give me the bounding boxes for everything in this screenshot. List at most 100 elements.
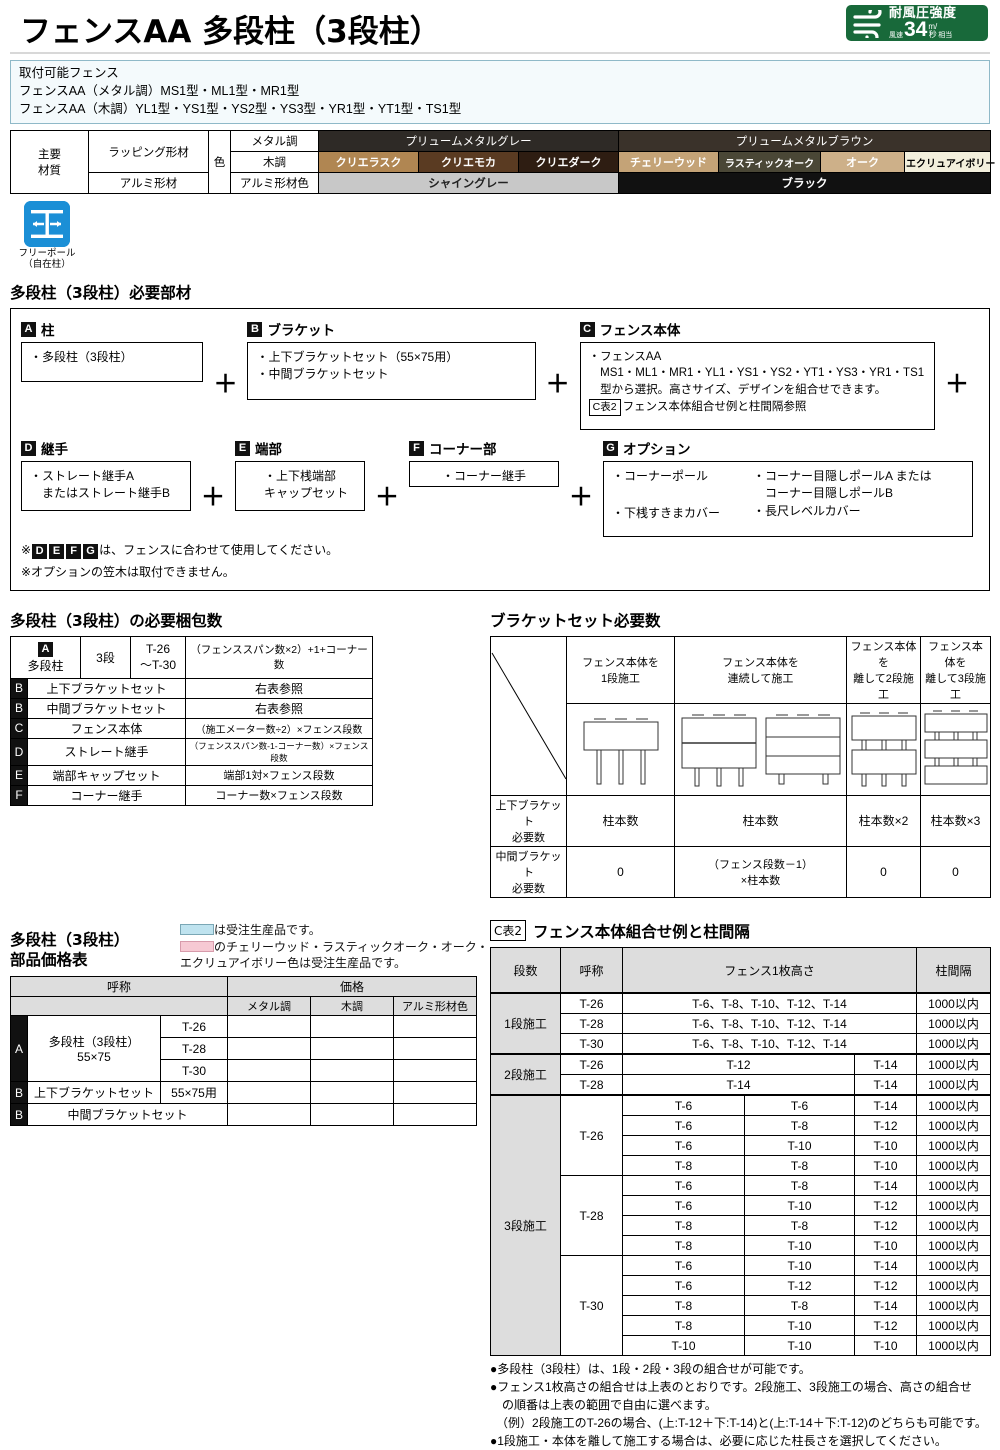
combo-h3: T-12: [854, 1315, 917, 1337]
table-row: フェンス本体を 1段施工 フェンス本体を 連続して施工 フェンス本体を 離して2…: [490, 635, 991, 796]
combo-h2: T-10: [744, 1195, 855, 1217]
price-b2-alu: [393, 1103, 477, 1127]
bracket-table: フェンス本体を 1段施工 フェンス本体を 連続して施工 フェンス本体を 離して2…: [490, 635, 991, 898]
combo-h2: T-8: [744, 1175, 855, 1197]
combo-name: T-28: [560, 1175, 623, 1257]
plus-6: ＋: [569, 484, 593, 512]
packing-f-qty: コーナー数×フェンス段数: [185, 784, 374, 806]
parts-note-2: ※オプションの笠木は取付できません。: [21, 565, 235, 580]
swatch-crie-mocha: クリエモカ: [418, 151, 519, 174]
combo-name: T-26: [560, 992, 623, 1015]
combo-pitch: 1000以内: [916, 1115, 991, 1137]
bottom-band: 多段柱（3段柱） 部品価格表 は受注生産品です。 のチェリーウッド・ラスティック…: [10, 920, 991, 1450]
bracket-illustration-4: [920, 702, 991, 796]
combo-h1: T-8: [622, 1315, 745, 1337]
combo-h1: T-6: [622, 1195, 745, 1217]
compat-line-metal: フェンスAA（メタル調）MS1型・ML1型・MR1型: [19, 83, 300, 98]
material-wrapping: ラッピング形材: [88, 130, 209, 174]
note-tag-e: E: [49, 544, 65, 560]
price-sub-wood: 木調: [310, 996, 394, 1017]
price-b2-metal: [227, 1103, 311, 1127]
part-b-item-0: ・上下ブラケットセット（55×75用）: [256, 350, 459, 365]
table-row: メタル調 木調 アルミ形材色: [10, 996, 477, 1017]
table-row: A 多段柱 3段 T-26 ～T-30 （フェンススパン数×2）+1+コーナー数: [9, 635, 374, 679]
combo-h1: T-6: [622, 1275, 745, 1297]
compat-heading: 取付可能フェンス: [19, 66, 119, 80]
wind-speed-prefix: 風速: [889, 32, 903, 40]
page-header: フェンスAA 多段柱（3段柱） 耐風圧強度 風速 34 m/ 秒: [10, 0, 990, 52]
tag-b: B: [10, 1081, 28, 1105]
packing-d-qty: （フェンススパン数-1-コーナー数）×フェンス段数: [185, 737, 374, 766]
combo-name: T-28: [560, 1074, 623, 1096]
price-a-metal-0: [227, 1015, 311, 1039]
tag-a: A: [10, 1015, 28, 1083]
table-row: T-30 T-6 T-10 T-14 1000以内: [491, 1255, 991, 1357]
part-e-label: 端部: [255, 442, 282, 458]
combo-footnotes: ●多段柱（3段柱）は、1段・2段・3段の組合せが可能です。 ●フェンス1枚高さの…: [490, 1360, 990, 1450]
combo-heights: T-6、T-8、T-10、T-12、T-14: [622, 1033, 917, 1055]
group-plume-metal-gray: プリュームメタルグレー: [317, 130, 620, 153]
combo-pitch: 1000以内: [916, 1094, 991, 1117]
combo-name: T-26: [560, 1094, 623, 1177]
combo-h3: T-10: [854, 1135, 917, 1157]
packing-a-name: 多段柱: [27, 658, 64, 673]
price-a-wood-0: [310, 1015, 394, 1039]
swatch-shine-gray: シャイングレー: [317, 172, 620, 195]
part-c-item-1: MS1・ML1・MR1・YL1・YS1・YS2・YT1・YS3・YR1・TS1: [588, 367, 925, 380]
bracket-illustration-1: [566, 702, 675, 796]
combo-height-lower: T-14: [854, 1074, 917, 1096]
compatible-fence-box: 取付可能フェンス フェンスAA（メタル調）MS1型・ML1型・MR1型 フェンス…: [10, 60, 990, 125]
price-b1-metal: [227, 1081, 311, 1105]
wind-badge-label: 耐風圧強度: [889, 5, 957, 21]
bracket-col-4: フェンス本体を 離して3段施工: [920, 635, 991, 704]
wind-suffix: 相当: [938, 32, 953, 40]
part-c-box: ・フェンスAA MS1・ML1・MR1・YL1・YS1・YS2・YT1・YS3・…: [579, 342, 935, 431]
part-group-f: F コーナー部 ・コーナー継手: [409, 438, 559, 488]
part-group-b: B ブラケット ・上下ブラケットセット（55×75用） ・中間ブラケットセット: [247, 319, 536, 401]
combo-pitch: 1000以内: [916, 1175, 991, 1197]
free-pole-icon: [24, 201, 70, 248]
table-row: T-8 T-8 T-10 1000以内: [491, 1155, 991, 1177]
table-row: T-30 T-6、T-8、T-10、T-12、T-14 1000以内: [491, 1033, 991, 1055]
table-row: T-28 T-14 T-14 1000以内: [491, 1074, 991, 1096]
packing-c-qty: （施工メーター数÷2）×フェンス段数: [185, 717, 374, 739]
table-row: T-28 T-6 T-8 T-14 1000以内: [491, 1175, 991, 1257]
table-row: B 中間ブラケットセット: [10, 1103, 477, 1127]
part-g-left-1: ・下桟すきまカバー: [612, 506, 721, 521]
packing-b1-name: 上下ブラケットセット: [26, 677, 187, 699]
part-e-item-0: ・上下桟端部: [263, 469, 336, 484]
combo-h1: T-8: [622, 1155, 745, 1177]
table-row: 1段施工 T-26 T-6、T-8、T-10、T-12、T-14 1000以内: [490, 992, 991, 1055]
combo-pitch: 1000以内: [916, 1155, 991, 1177]
combo-h3: T-12: [854, 1215, 917, 1237]
combo-h-tier: 段数: [490, 946, 561, 994]
packing-f-name: コーナー継手: [26, 784, 187, 806]
bracket-middle-v1: 0: [566, 845, 675, 898]
packing-table: A 多段柱 3段 T-26 ～T-30 （フェンススパン数×2）+1+コーナー数…: [9, 635, 374, 806]
price-b1-wood: [310, 1081, 394, 1105]
combo-name: T-26: [560, 1053, 623, 1076]
price-heading: 多段柱（3段柱） 部品価格表: [10, 930, 130, 970]
combo-h2: T-10: [744, 1235, 855, 1257]
price-sub-metal: メタル調: [227, 996, 311, 1017]
bracket-col-3: フェンス本体を 離して2段施工: [846, 635, 921, 704]
bracket-rowlabel-middle: 中間ブラケット 必要数: [490, 845, 567, 898]
bracket-illustration-2: [674, 702, 847, 796]
price-sub-alu: アルミ形材色: [393, 996, 477, 1017]
combo-pitch: 1000以内: [916, 1255, 991, 1277]
table-row: T-6 T-12 T-12 1000以内: [491, 1275, 991, 1297]
combo-h1: T-6: [622, 1094, 745, 1117]
price-a-alu-0: [393, 1015, 477, 1039]
finish-metal: メタル調: [230, 130, 319, 153]
tag-c: C: [10, 717, 28, 739]
swatch-ecru-ivory: エクリュアイボリー: [904, 151, 995, 174]
part-f-item-0: ・コーナー継手: [441, 469, 526, 484]
swatch-cherry-wood: チェリーウッド: [618, 151, 720, 174]
combo-h1: T-6: [622, 1175, 745, 1197]
packing-e-qty: 端部1対×フェンス段数: [185, 764, 374, 786]
part-c-item-0: ・フェンスAA: [588, 351, 662, 364]
combo-pitch: 1000以内: [916, 1195, 991, 1217]
plus-2: ＋: [545, 371, 570, 399]
parts-note-1: ※ D E F G は、フェンスに合わせて使用してください。: [21, 543, 339, 560]
price-col-price: 価格: [227, 976, 477, 998]
